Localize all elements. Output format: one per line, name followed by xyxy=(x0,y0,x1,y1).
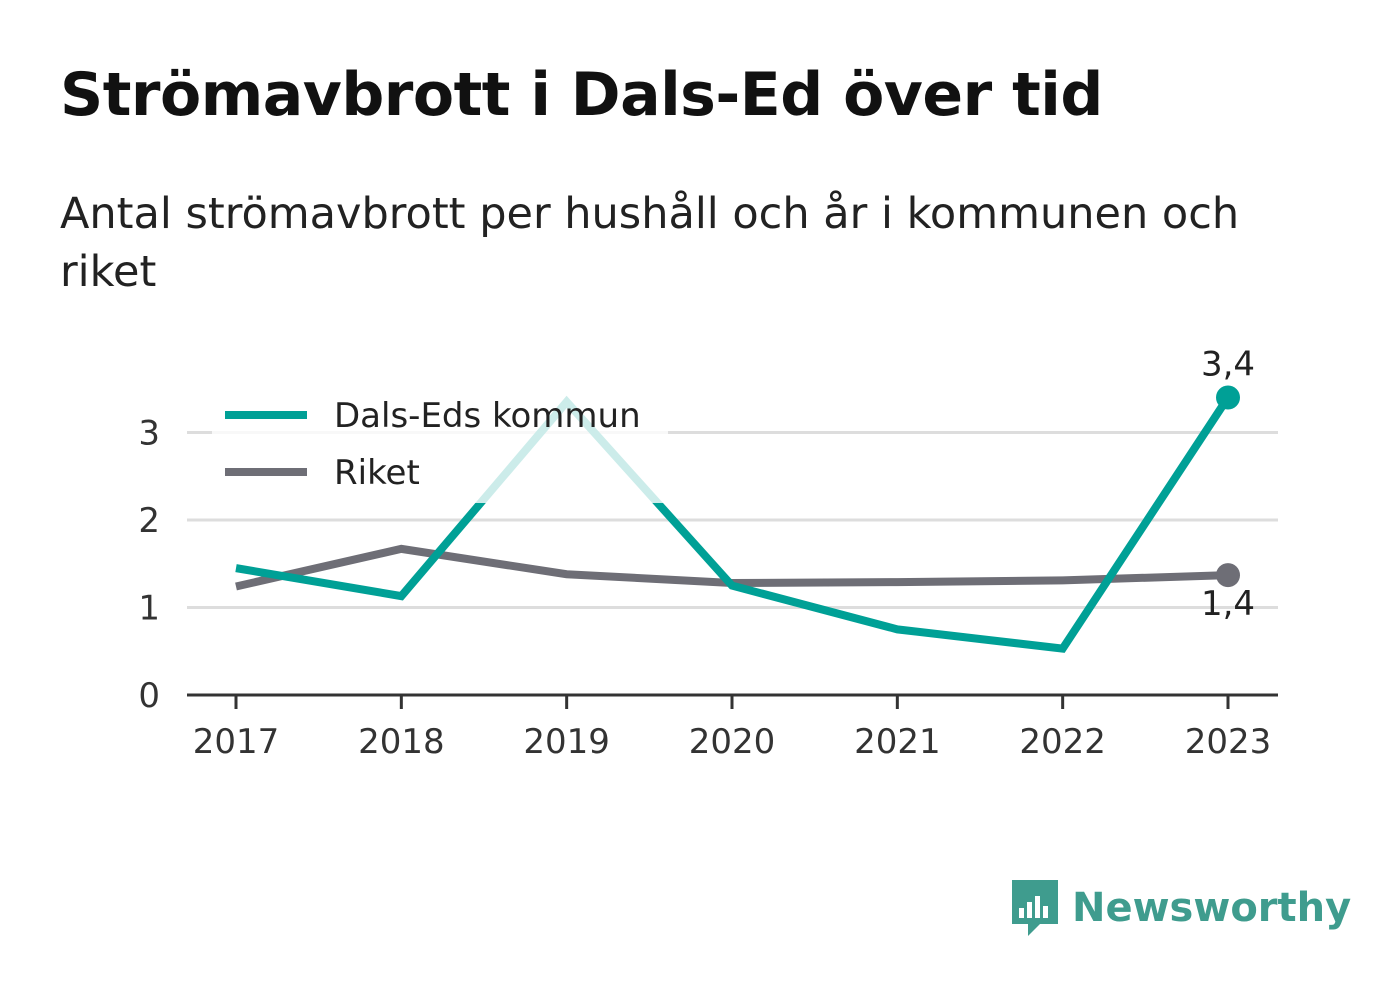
legend-label-dals-eds-kommun: Dals-Eds kommun xyxy=(334,396,641,436)
bar-chart-speech-bubble-icon xyxy=(1012,880,1058,936)
x-tick-label-2022: 2022 xyxy=(1019,722,1106,762)
y-tick-label-2: 2 xyxy=(138,501,160,541)
legend-label-riket: Riket xyxy=(334,453,420,493)
brand-name: Newsworthy xyxy=(1072,885,1352,931)
x-tick-label-2019: 2019 xyxy=(523,722,610,762)
x-tick-label-2018: 2018 xyxy=(358,722,445,762)
x-tick-label-2023: 2023 xyxy=(1185,722,1272,762)
y-tick-label-0: 0 xyxy=(138,676,160,716)
end-marker-dals-eds-kommun xyxy=(1216,385,1240,410)
series-line-dals-eds-kommun xyxy=(235,395,1232,653)
end-label-riket: 1,4 xyxy=(1201,584,1255,624)
chart-subtitle: Antal strömavbrott per hushåll och år i … xyxy=(60,189,1240,297)
newsworthy-logo: Newsworthy xyxy=(1010,878,1351,938)
x-tick-label-2020: 2020 xyxy=(689,722,776,762)
y-tick-label-1: 1 xyxy=(138,589,160,629)
chart-title: Strömavbrott i Dals-Ed över tid xyxy=(60,60,1103,130)
x-tick-label-2017: 2017 xyxy=(193,722,280,762)
legend-background xyxy=(212,385,668,503)
y-tick-label-3: 3 xyxy=(138,414,160,454)
end-marker-riket xyxy=(1216,563,1240,588)
end-label-dals-eds-kommun: 3,4 xyxy=(1201,345,1255,385)
x-tick-label-2021: 2021 xyxy=(854,722,941,762)
